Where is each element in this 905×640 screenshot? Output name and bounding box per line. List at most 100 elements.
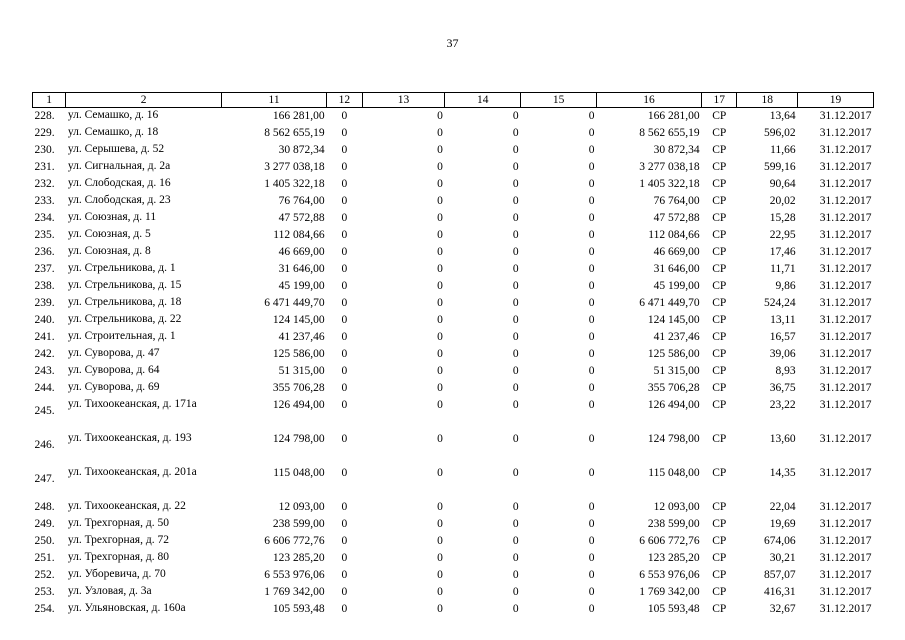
row-number: 240.: [34, 314, 55, 326]
col-19-cell: 31.12.2017: [819, 518, 872, 530]
col-17-cell: СР: [712, 399, 727, 411]
col-11-cell: 124 145,00: [272, 314, 325, 326]
col-19-cell: 31.12.2017: [819, 229, 872, 241]
col-12-cell: 0: [341, 144, 348, 156]
col-15-cell: 0: [588, 161, 595, 173]
table-row: 232. ул. Слободская, д. 16 1 405 322,18 0 0 0…: [33, 176, 874, 193]
row-number: 239.: [34, 297, 55, 309]
col-12-cell: 0: [341, 399, 348, 411]
address-cell: ул. Слободская, д. 23: [67, 194, 171, 206]
table-row: 235. ул. Союзная, д. 5 112 084,66 0 0 0 0 112 0…: [33, 227, 874, 244]
col-17-cell: СР: [712, 263, 727, 275]
col-19-cell: 31.12.2017: [819, 144, 872, 156]
col-15-cell: 0: [588, 127, 595, 139]
row-number: 242.: [34, 348, 55, 360]
col-15-cell: 0: [588, 331, 595, 343]
col-18-cell: 15,28: [769, 212, 796, 224]
col-19-cell: 31.12.2017: [819, 280, 872, 292]
col-19-cell: 31.12.2017: [819, 110, 872, 122]
col-16-cell: 76 764,00: [653, 195, 700, 207]
col-18-cell: 20,02: [769, 195, 796, 207]
col-11-cell: 166 281,00: [272, 110, 325, 122]
col-17-cell: СР: [712, 382, 727, 394]
col-18-cell: 674,06: [763, 535, 796, 547]
col-14-cell: 0: [512, 314, 519, 326]
col-16-cell: 3 277 038,18: [639, 161, 700, 173]
row-number: 243.: [34, 365, 55, 377]
col-15-cell: 0: [588, 382, 595, 394]
col-13-cell: 0: [437, 501, 443, 513]
col-16-cell: 238 599,00: [647, 518, 700, 530]
table-row: 250. ул. Трехгорная, д. 72 6 606 772,76 0 0 0…: [33, 533, 874, 550]
table-row: 251. ул. Трехгорная, д. 80 123 285,20 0 0 0 0 1…: [33, 550, 874, 567]
col-12-cell: 0: [341, 161, 348, 173]
row-number: 253.: [34, 586, 55, 598]
col-19-cell: 31.12.2017: [819, 178, 872, 190]
column-header: 16: [595, 92, 703, 108]
col-16-cell: 124 798,00: [647, 433, 700, 445]
address-cell: ул. Тихоокеанская, д. 171а: [67, 398, 197, 410]
col-12-cell: 0: [341, 348, 348, 360]
page-number: 37: [446, 36, 459, 50]
col-15-cell: 0: [588, 110, 595, 122]
col-18-cell: 416,31: [763, 586, 796, 598]
row-number: 251.: [34, 552, 55, 564]
table-body: 228. ул. Семашко, д. 16 166 281,00 0 0 0 0 166 …: [33, 108, 874, 619]
col-17-cell: СР: [712, 280, 727, 292]
col-13-cell: 0: [437, 195, 443, 207]
col-11-cell: 30 872,34: [278, 144, 325, 156]
address-cell: ул. Стрельникова, д. 1: [67, 262, 176, 274]
col-14-cell: 0: [512, 433, 519, 445]
col-16-cell: 30 872,34: [653, 144, 700, 156]
col-15-cell: 0: [588, 569, 595, 581]
col-12-cell: 0: [341, 212, 348, 224]
col-14-cell: 0: [512, 195, 519, 207]
table-row: 246. ул. Тихоокеанская, д. 193 124 798,00 0…: [33, 431, 874, 465]
col-11-cell: 112 084,66: [273, 229, 325, 241]
col-19-cell: 31.12.2017: [819, 365, 872, 377]
table-row: 241. ул. Строительная, д. 1 41 237,46 0 0 0 0 4…: [33, 329, 874, 346]
col-13-cell: 0: [437, 518, 443, 530]
table-row: 248. ул. Тихоокеанская, д. 22 12 093,00 0 0 0…: [33, 499, 874, 516]
address-cell: ул. Союзная, д. 5: [67, 228, 151, 240]
col-19-cell: 31.12.2017: [819, 195, 872, 207]
column-header: 1: [31, 92, 67, 108]
col-17-cell: СР: [712, 331, 727, 343]
col-11-cell: 8 562 655,19: [264, 127, 325, 139]
col-14-cell: 0: [512, 331, 519, 343]
col-16-cell: 46 669,00: [653, 246, 700, 258]
address-cell: ул. Союзная, д. 8: [67, 245, 151, 257]
col-14-cell: 0: [512, 212, 519, 224]
col-15-cell: 0: [588, 229, 595, 241]
col-13-cell: 0: [437, 110, 443, 122]
col-14-cell: 0: [512, 229, 519, 241]
row-number: 252.: [34, 569, 55, 581]
col-19-cell: 31.12.2017: [819, 382, 872, 394]
col-15-cell: 0: [588, 467, 595, 479]
col-18-cell: 22,95: [769, 229, 796, 241]
col-18-cell: 30,21: [769, 552, 796, 564]
col-16-cell: 105 593,48: [647, 603, 700, 615]
col-19-cell: 31.12.2017: [819, 297, 872, 309]
column-header: 17: [701, 92, 738, 108]
col-11-cell: 6 553 976,06: [264, 569, 325, 581]
col-17-cell: СР: [712, 314, 727, 326]
col-12-cell: 0: [341, 280, 348, 292]
col-15-cell: 0: [588, 144, 595, 156]
col-14-cell: 0: [512, 603, 519, 615]
col-18-cell: 13,64: [769, 110, 796, 122]
col-16-cell: 6 471 449,70: [639, 297, 700, 309]
col-17-cell: СР: [712, 229, 727, 241]
col-16-cell: 112 084,66: [648, 229, 700, 241]
table-row: 238. ул. Стрельникова, д. 15 45 199,00 0 0 0 0…: [33, 278, 874, 295]
col-18-cell: 32,67: [769, 603, 796, 615]
register-table: 1 2 11 12 13 14 15 16 17 18 19 228. ул. Семашко, д.…: [31, 92, 874, 619]
col-17-cell: СР: [712, 161, 727, 173]
row-number: 236.: [34, 246, 55, 258]
col-13-cell: 0: [437, 263, 443, 275]
row-number: 232.: [34, 178, 55, 190]
table-row: 240. ул. Стрельникова, д. 22 124 145,00 0 0 0…: [33, 312, 874, 329]
col-13-cell: 0: [437, 178, 443, 190]
col-19-cell: 31.12.2017: [819, 161, 872, 173]
col-16-cell: 355 706,28: [647, 382, 700, 394]
